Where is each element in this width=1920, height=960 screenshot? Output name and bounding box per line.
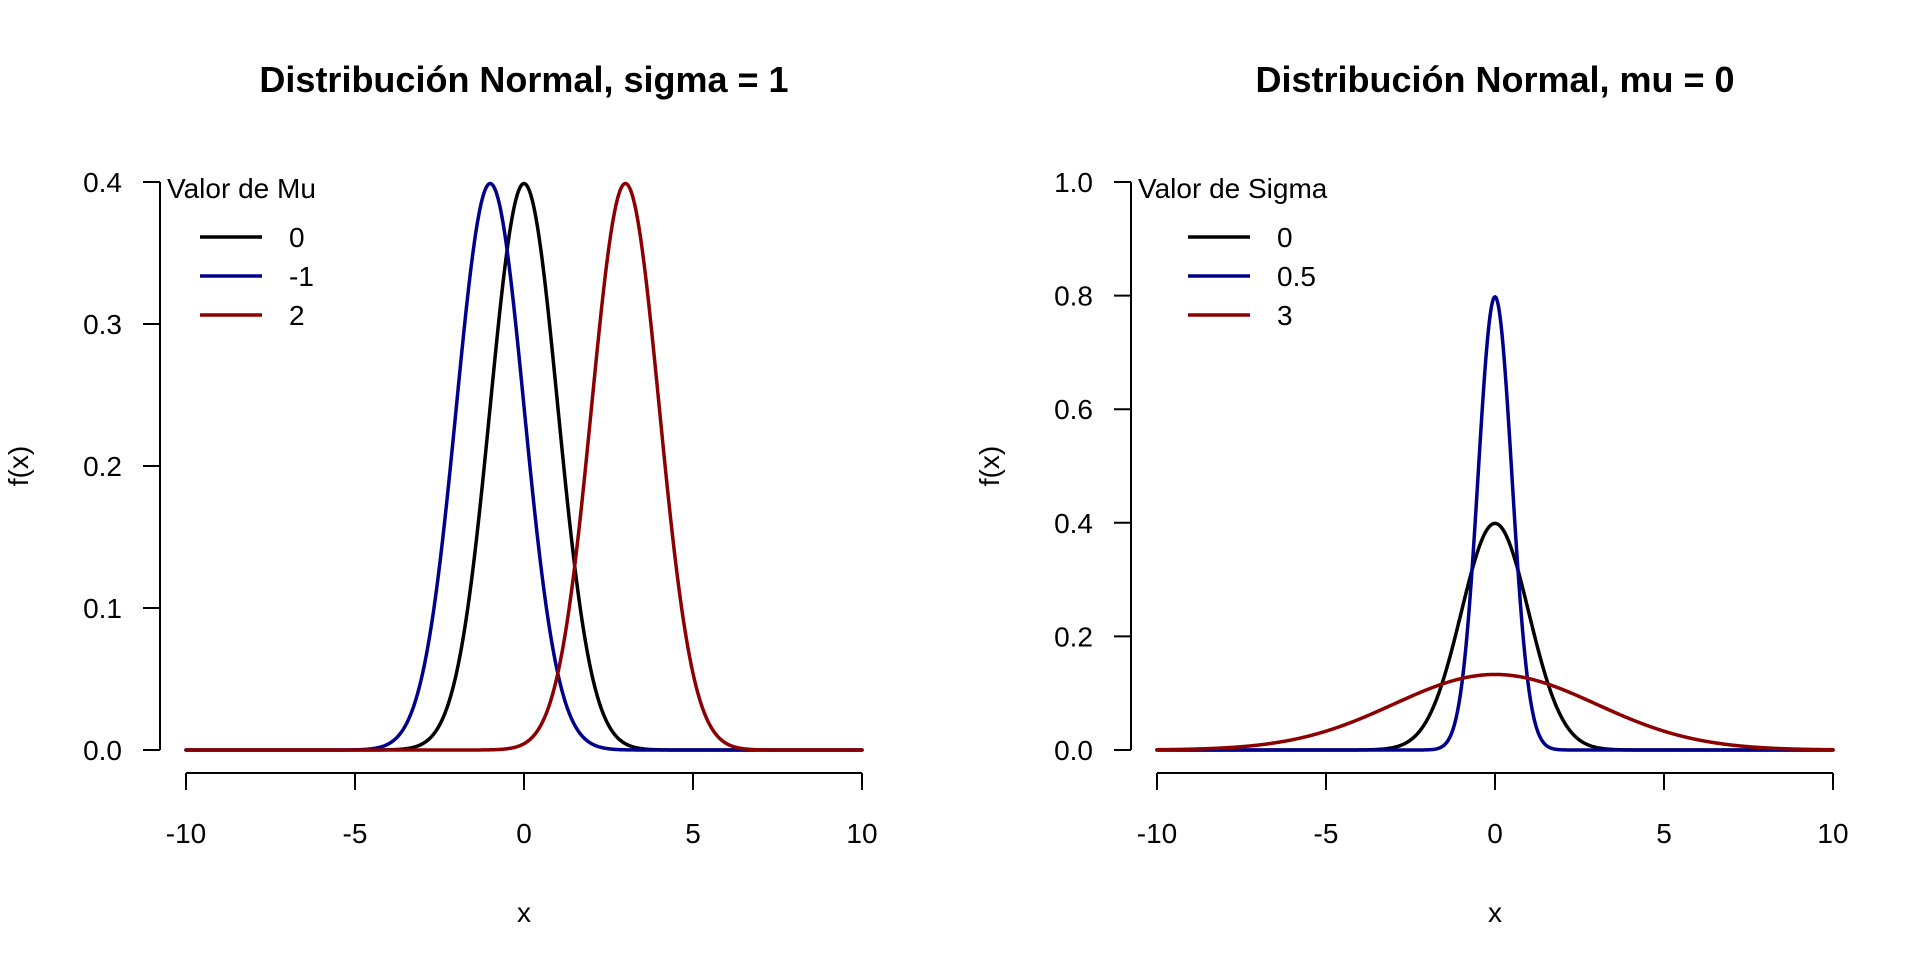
- y-axis-label: f(x): [3, 446, 34, 486]
- series-line-3: [1155, 672, 1835, 752]
- y-axis-label: f(x): [974, 446, 1005, 486]
- series-line-2: [184, 181, 864, 752]
- x-tick-label: -10: [1137, 818, 1177, 849]
- x-tick-label: 5: [1656, 818, 1672, 849]
- x-tick-label: 5: [685, 818, 701, 849]
- legend-label: -1: [289, 261, 314, 292]
- series-line-0: [1155, 521, 1835, 752]
- x-tick-label: -10: [166, 818, 206, 849]
- legend-label: 3: [1277, 300, 1293, 331]
- y-tick-label: 0.2: [83, 451, 122, 482]
- x-tick-label: -5: [1314, 818, 1339, 849]
- y-tick-label: 0.2: [1054, 621, 1093, 652]
- y-tick-label: 0.0: [83, 735, 122, 766]
- chart-title: Distribución Normal, sigma = 1: [259, 59, 788, 100]
- x-axis-label: x: [517, 897, 531, 928]
- y-tick-label: 0.0: [1054, 735, 1093, 766]
- y-tick-label: 0.4: [1054, 508, 1093, 539]
- y-tick-label: 0.4: [83, 167, 122, 198]
- series-line--1: [184, 181, 864, 752]
- x-tick-label: 0: [516, 818, 532, 849]
- y-tick-label: 0.1: [83, 593, 122, 624]
- series-line-0.5: [1155, 295, 1835, 752]
- y-tick-label: 0.6: [1054, 394, 1093, 425]
- y-tick-label: 0.3: [83, 309, 122, 340]
- x-axis-label: x: [1488, 897, 1502, 928]
- y-tick-label: 1.0: [1054, 167, 1093, 198]
- series-line-0: [184, 181, 864, 752]
- legend-title: Valor de Sigma: [1138, 173, 1328, 204]
- chart-title: Distribución Normal, mu = 0: [1255, 59, 1734, 100]
- legend-title: Valor de Mu: [167, 173, 316, 204]
- chart-panel-2: Distribución Normal, mu = 0 -10 -5 0 5 10 x 0.0…: [974, 59, 1849, 928]
- legend-label: 0.5: [1277, 261, 1316, 292]
- x-tick-label: 10: [1817, 818, 1848, 849]
- legend-label: 0: [289, 222, 305, 253]
- y-tick-label: 0.8: [1054, 281, 1093, 312]
- x-tick-label: 10: [846, 818, 877, 849]
- chart-panel-1: Distribución Normal, sigma = 1-10 -5 0 5 10x…: [3, 59, 878, 928]
- legend-label: 0: [1277, 222, 1293, 253]
- legend-label: 2: [289, 300, 305, 331]
- x-tick-label: 0: [1487, 818, 1503, 849]
- x-tick-label: -5: [343, 818, 368, 849]
